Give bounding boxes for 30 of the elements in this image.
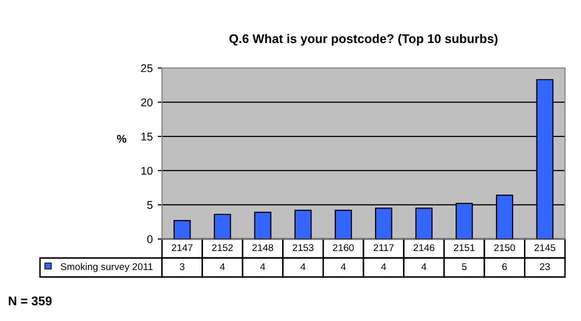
- y-tick-label: 25: [141, 64, 153, 72]
- data-label: 4: [381, 263, 386, 270]
- y-tick-label: 15: [141, 132, 153, 141]
- y-tick-label: 10: [141, 166, 153, 175]
- data-label: 4: [421, 263, 426, 270]
- x-tick-label: 2117: [374, 244, 394, 252]
- chart-title: Q.6 What is your postcode? (Top 10 suburbs): [229, 34, 498, 46]
- data-label: 5: [462, 263, 467, 270]
- x-tick-label: 2150: [494, 244, 515, 252]
- data-label: 23: [540, 263, 550, 270]
- data-label: 6: [502, 263, 507, 270]
- x-tick-label: 2148: [252, 244, 274, 252]
- x-tick-label: 2152: [212, 244, 233, 252]
- legend-label: Smoking survey 2011: [60, 262, 153, 272]
- y-tick-label: 5: [147, 201, 153, 209]
- y-axis-title: %: [117, 134, 126, 143]
- y-tick-label: 20: [141, 98, 153, 106]
- y-tick-label: 0: [147, 235, 153, 244]
- x-tick-label: 2145: [534, 244, 556, 252]
- data-label: 4: [300, 263, 306, 270]
- x-tick-label: 2146: [414, 244, 434, 252]
- data-label: 3: [180, 263, 184, 270]
- x-tick-label: 2153: [292, 244, 314, 252]
- data-label: 4: [220, 263, 225, 270]
- text: N = 359: [8, 296, 52, 306]
- x-tick-label: 2151: [454, 244, 475, 252]
- data-label: 4: [340, 263, 346, 270]
- x-tick-label: 2147: [172, 244, 192, 252]
- data-label: 4: [260, 263, 266, 270]
- x-tick-label: 2160: [333, 244, 354, 252]
